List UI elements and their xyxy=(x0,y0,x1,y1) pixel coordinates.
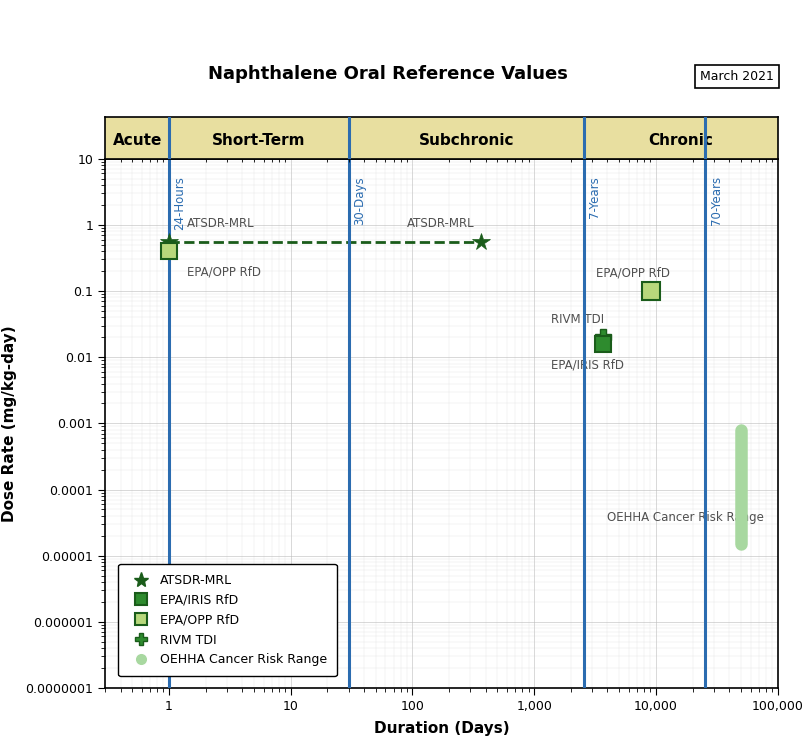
Text: EPA/IRIS RfD: EPA/IRIS RfD xyxy=(552,358,625,371)
Text: ATSDR-MRL: ATSDR-MRL xyxy=(407,218,475,231)
Text: EPA/OPP RfD: EPA/OPP RfD xyxy=(595,266,670,280)
Text: Chronic: Chronic xyxy=(648,132,713,147)
Text: EPA/OPP RfD: EPA/OPP RfD xyxy=(187,266,261,279)
Y-axis label: Dose Rate (mg/kg-day): Dose Rate (mg/kg-day) xyxy=(2,325,17,522)
Legend: ATSDR-MRL, EPA/IRIS RfD, EPA/OPP RfD, RIVM TDI, OEHHA Cancer Risk Range: ATSDR-MRL, EPA/IRIS RfD, EPA/OPP RfD, RI… xyxy=(118,564,337,677)
Text: Short-Term: Short-Term xyxy=(212,132,305,147)
Text: OEHHA Cancer Risk Range: OEHHA Cancer Risk Range xyxy=(608,511,765,524)
Text: 30-Days: 30-Days xyxy=(353,176,366,225)
Text: RIVM TDI: RIVM TDI xyxy=(552,313,604,326)
Text: Subchronic: Subchronic xyxy=(419,132,514,147)
Text: ATSDR-MRL: ATSDR-MRL xyxy=(187,218,254,231)
Text: March 2021: March 2021 xyxy=(700,70,774,83)
X-axis label: Duration (Days): Duration (Days) xyxy=(373,721,509,736)
Text: Naphthalene Oral Reference Values: Naphthalene Oral Reference Values xyxy=(207,65,568,83)
Text: 70-Years: 70-Years xyxy=(710,176,723,225)
Text: Acute: Acute xyxy=(113,132,162,147)
Text: 7-Years: 7-Years xyxy=(588,176,601,218)
Text: 24-Hours: 24-Hours xyxy=(173,176,186,230)
